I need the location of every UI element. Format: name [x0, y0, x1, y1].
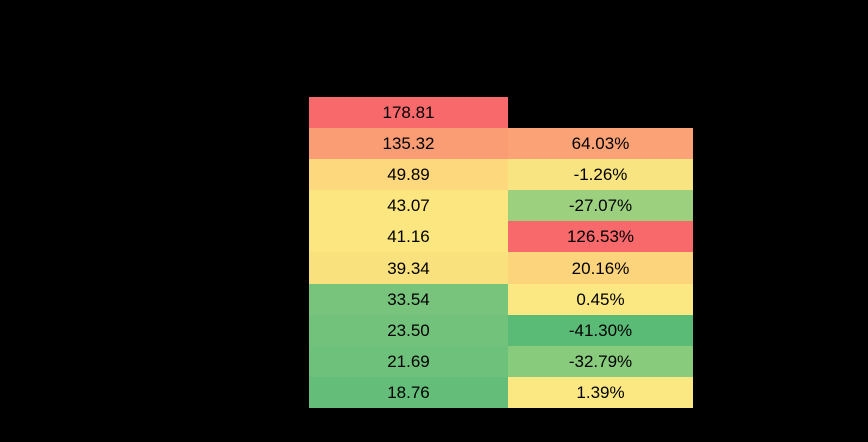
pct-cell: 20.16%: [508, 252, 693, 284]
table-row: 43.07 -27.07%: [309, 190, 693, 222]
pct-cell-empty: [508, 97, 693, 128]
table-row: 41.16 126.53%: [309, 221, 693, 253]
table-row: 178.81: [309, 97, 693, 129]
pct-cell: -32.79%: [508, 345, 693, 377]
value-cell: 18.76: [309, 376, 508, 408]
pct-cell: 126.53%: [508, 221, 693, 253]
value-cell: 33.54: [309, 283, 508, 315]
value-cell: 41.16: [309, 221, 508, 253]
pct-cell: 0.45%: [508, 283, 693, 315]
value-cell: 43.07: [309, 190, 508, 222]
pct-cell: 64.03%: [508, 128, 693, 160]
value-cell: 135.32: [309, 128, 508, 160]
pct-cell: -1.26%: [508, 159, 693, 191]
pct-cell: 1.39%: [508, 376, 693, 408]
table-row: 21.69 -32.79%: [309, 345, 693, 377]
value-cell: 23.50: [309, 314, 508, 346]
table-row: 49.89 -1.26%: [309, 159, 693, 191]
table-row: 135.32 64.03%: [309, 128, 693, 160]
table-row: 23.50 -41.30%: [309, 314, 693, 346]
pct-cell: -41.30%: [508, 314, 693, 346]
table-row: 39.34 20.16%: [309, 252, 693, 284]
value-cell: 39.34: [309, 252, 508, 284]
table-row: 33.54 0.45%: [309, 283, 693, 315]
table-row: 18.76 1.39%: [309, 376, 693, 408]
pct-cell: -27.07%: [508, 190, 693, 222]
value-cell: 178.81: [309, 97, 508, 129]
heatmap-table: 178.81 135.32 64.03% 49.89 -1.26% 43.07 …: [309, 97, 693, 408]
value-cell: 21.69: [309, 345, 508, 377]
value-cell: 49.89: [309, 159, 508, 191]
